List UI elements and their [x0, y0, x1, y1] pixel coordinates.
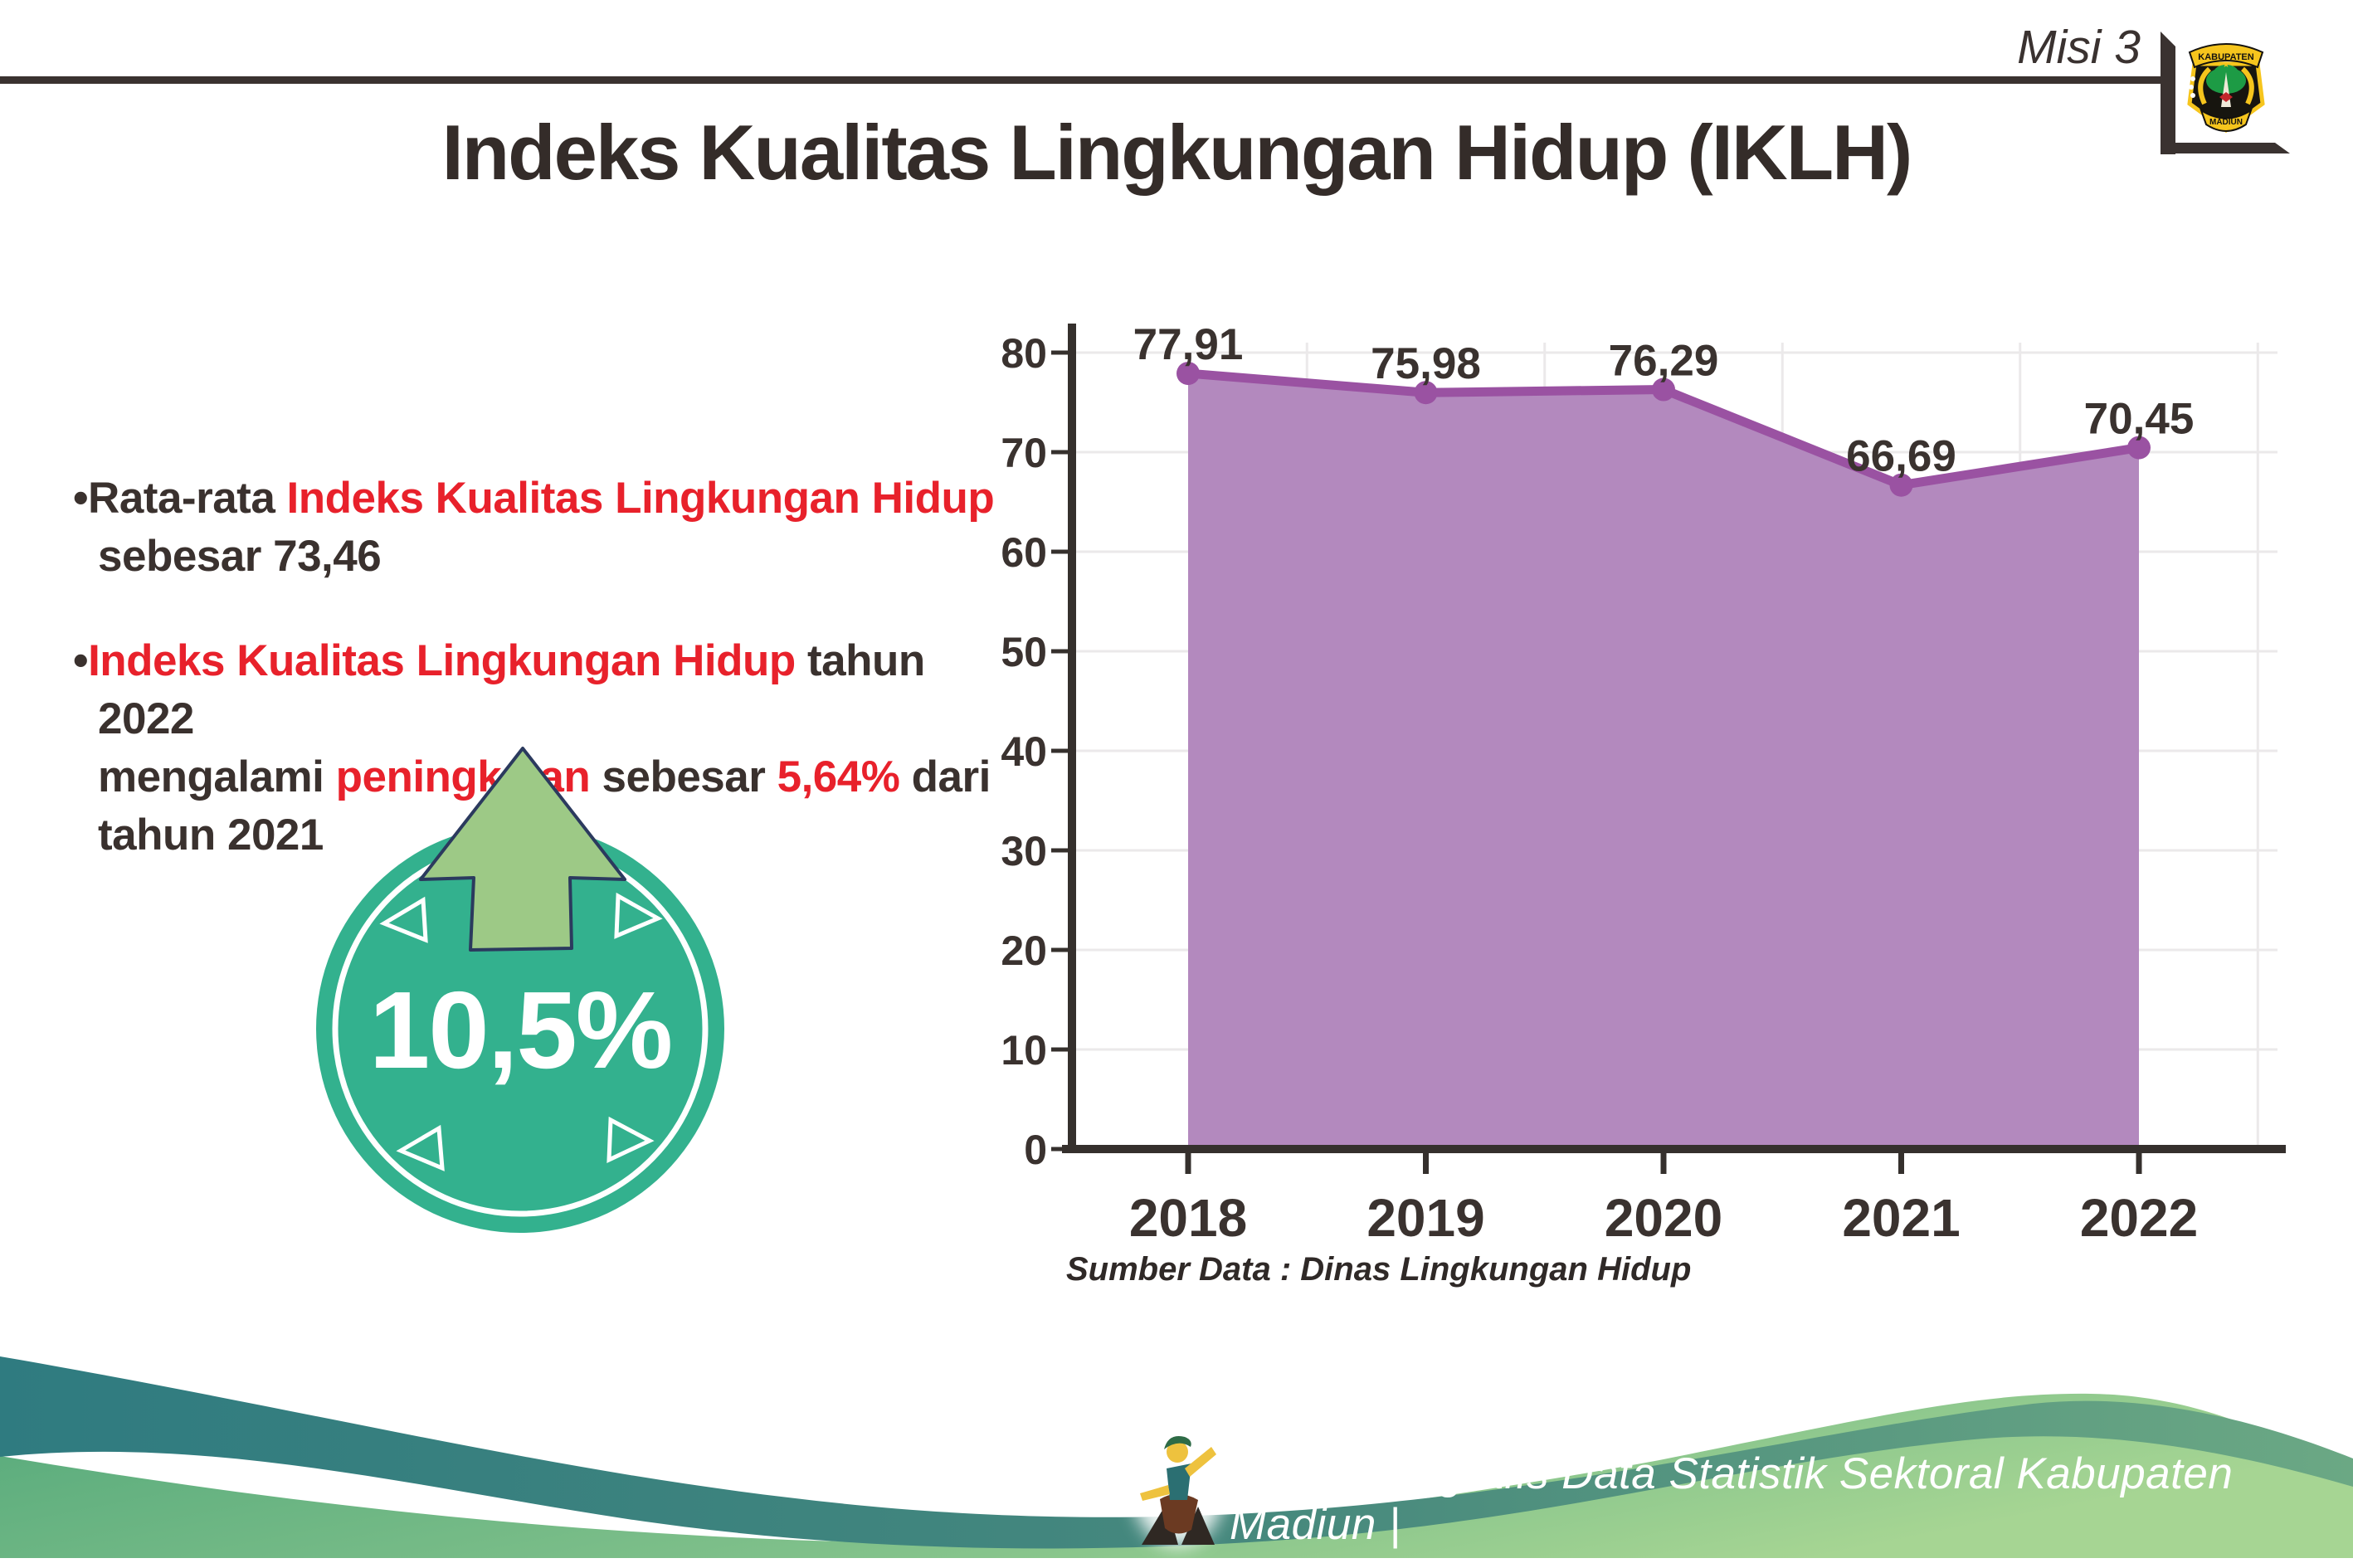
- y-tick-label: 60: [1001, 529, 1047, 576]
- data-source-caption: Sumber Data : Dinas Lingkungan Hidup: [1066, 1251, 1692, 1288]
- text-segment: •Rata-rata: [73, 474, 287, 523]
- page-title: Indeks Kualitas Lingkungan Hidup (IKLH): [441, 109, 1913, 196]
- text-segment: sebesar 73,46: [98, 531, 382, 581]
- text-segment: Indeks Kualitas Lingkungan Hidup: [88, 635, 796, 685]
- y-tick-label: 50: [1001, 629, 1047, 675]
- text-segment: tahun 2022: [98, 635, 925, 743]
- data-point-marker: [1652, 377, 1675, 402]
- data-point-marker: [1889, 473, 1913, 497]
- y-tick-label: 40: [1001, 728, 1047, 775]
- y-tick-label: 30: [1001, 828, 1047, 874]
- crest-icon: KABUPATEN ★ MADIUN: [2187, 43, 2265, 134]
- up-arrow-icon: [419, 747, 626, 952]
- text-segment: 5,64%: [777, 752, 900, 801]
- data-point-label: 75,98: [1371, 339, 1481, 388]
- bracket-horizontal-bar: [2161, 143, 2290, 153]
- data-point-label: 76,29: [1609, 337, 1719, 386]
- data-point-marker: [2127, 436, 2151, 460]
- footer-green-wave: [0, 1393, 2353, 1558]
- x-tick-label: 2019: [1366, 1188, 1484, 1248]
- footer-wave-banner: [0, 1356, 2353, 1558]
- text-segment: tahun 2021: [98, 810, 324, 859]
- bracket-vertical-bar: [2161, 32, 2175, 154]
- badge-value: 10,5%: [369, 969, 671, 1091]
- text-segment: mengalami: [98, 752, 336, 801]
- text-segment: dari: [899, 752, 991, 801]
- data-point-marker: [1414, 381, 1438, 405]
- star-icon: ★: [2223, 61, 2230, 70]
- y-tick-label: 0: [1024, 1127, 1047, 1173]
- misi-label: Misi 3: [2017, 21, 2141, 74]
- y-tick-label: 70: [1001, 430, 1047, 476]
- key-findings: •Rata-rata Indeks Kualitas Lingkungan Hi…: [73, 470, 1002, 911]
- x-tick-label: 2018: [1129, 1188, 1247, 1248]
- area-fill: [1188, 373, 2139, 1149]
- data-point-label: 66,69: [1846, 432, 1956, 481]
- accent-triangle-icon: [379, 896, 428, 943]
- y-tick-label: 80: [1001, 330, 1047, 377]
- dancer-mascot-icon: [1132, 1424, 1225, 1546]
- text-segment: Indeks Kualitas Lingkungan Hidup: [286, 474, 995, 523]
- footer-credit: Media Infografis Data Statistik Sektoral…: [1230, 1449, 2234, 1549]
- data-point-marker: [1176, 362, 1200, 386]
- header-divider-line: [0, 76, 2161, 84]
- x-tick-label: 2022: [2080, 1188, 2198, 1248]
- y-tick-label: 20: [1001, 928, 1047, 974]
- crest-top-text: KABUPATEN: [2198, 52, 2253, 62]
- accent-triangle-icon: [396, 1124, 445, 1171]
- bullet-average-iklh: •Rata-rata Indeks Kualitas Lingkungan Hi…: [73, 470, 1002, 586]
- text-segment: •: [73, 635, 89, 685]
- crest-bottom-text: MADIUN: [2209, 118, 2243, 127]
- badge-circle: [316, 825, 724, 1233]
- footer-teal-wave: [0, 1356, 2353, 1549]
- bullet-increase-2022: •Indeks Kualitas Lingkungan Hidup tahun …: [73, 632, 1002, 864]
- x-tick-label: 2020: [1605, 1188, 1722, 1248]
- text-segment: sebesar: [590, 752, 777, 801]
- y-tick-label: 10: [1001, 1027, 1047, 1074]
- data-point-label: 77,91: [1133, 320, 1244, 369]
- iklh-area-chart: 0 10 20 30 40 50 60 70 80 2018 2019 2020 2021 2022 77,…: [1001, 320, 2286, 1248]
- x-tick-label: 2021: [1842, 1188, 1960, 1248]
- accent-triangle-icon: [607, 1116, 655, 1164]
- data-point-label: 70,45: [2084, 395, 2195, 444]
- increase-badge: 10,5%: [316, 747, 724, 1233]
- kabupaten-madiun-crest: KABUPATEN ★ MADIUN: [2161, 32, 2290, 154]
- accent-triangle-icon: [614, 892, 663, 939]
